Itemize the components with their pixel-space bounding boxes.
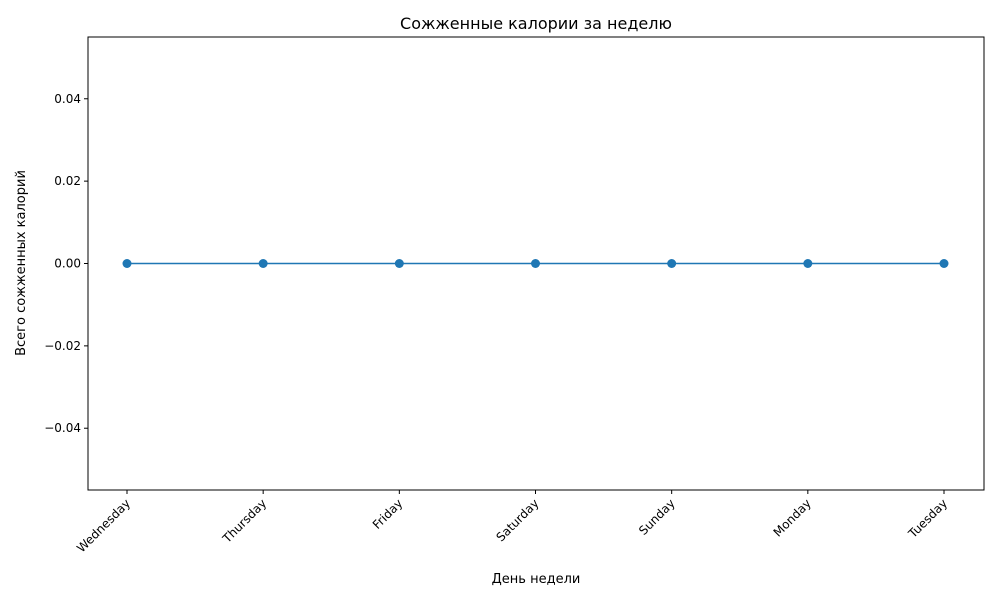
data-point xyxy=(803,259,813,268)
plot-area xyxy=(122,259,949,268)
data-point xyxy=(258,259,268,268)
x-tick-label: Monday xyxy=(771,496,814,539)
chart-title: Сожженные калории за неделю xyxy=(400,14,672,33)
data-point xyxy=(122,259,132,268)
x-axis-label: День недели xyxy=(492,572,581,587)
y-tick-label: 0.04 xyxy=(54,92,81,106)
y-tick-label: 0.00 xyxy=(54,257,81,271)
data-point xyxy=(667,259,677,268)
y-axis: −0.04 −0.02 0.00 0.02 0.04 xyxy=(44,92,88,435)
y-tick-label: −0.04 xyxy=(44,421,81,435)
x-tick-label: Friday xyxy=(370,496,406,532)
y-tick-label: −0.02 xyxy=(44,339,81,353)
x-tick-label: Sunday xyxy=(636,496,678,538)
data-point xyxy=(939,259,949,268)
x-axis: Wednesday Thursday Friday Saturday Sunday Mon… xyxy=(74,490,950,555)
data-point xyxy=(531,259,540,268)
y-tick-label: 0.02 xyxy=(54,174,81,188)
x-tick-label: Saturday xyxy=(493,496,541,544)
x-tick-label: Wednesday xyxy=(74,496,133,555)
x-tick-label: Thursday xyxy=(219,496,269,546)
x-tick-label: Tuesday xyxy=(905,496,950,541)
y-axis-label: Всего сожженных калорий xyxy=(14,170,29,356)
data-point xyxy=(394,259,404,268)
